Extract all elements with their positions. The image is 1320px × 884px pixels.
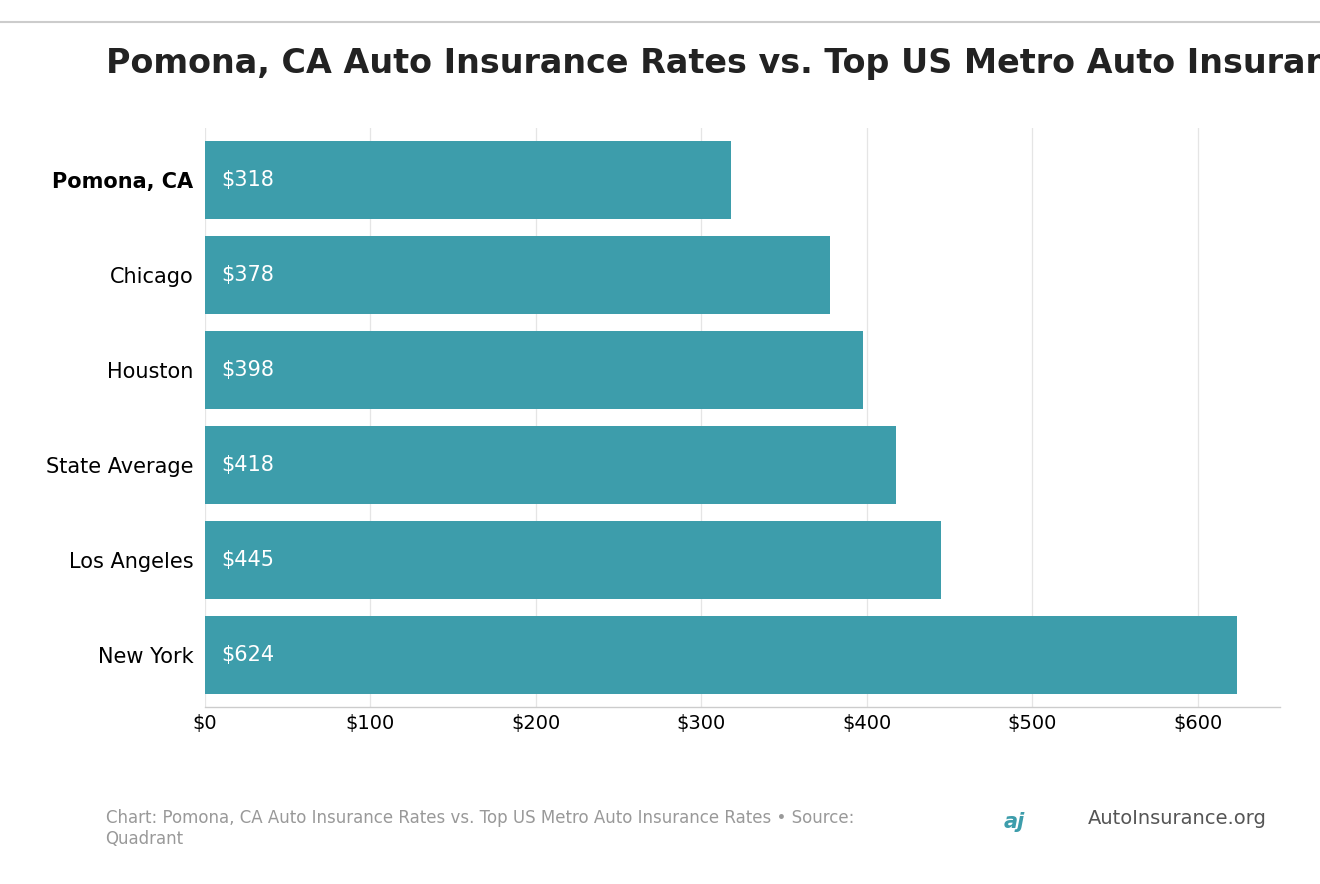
Text: $445: $445: [222, 550, 275, 570]
Text: Chart: Pomona, CA Auto Insurance Rates vs. Top US Metro Auto Insurance Rates • S: Chart: Pomona, CA Auto Insurance Rates v…: [106, 809, 854, 848]
Text: $378: $378: [222, 265, 275, 286]
Text: $624: $624: [222, 645, 275, 665]
Bar: [205, 616, 1237, 694]
Text: $398: $398: [222, 360, 275, 380]
Bar: [205, 522, 941, 599]
Bar: [205, 332, 863, 409]
Bar: [205, 141, 731, 219]
Bar: [205, 426, 896, 504]
Text: $318: $318: [222, 171, 275, 190]
Bar: [205, 236, 830, 314]
Text: Pomona, CA Auto Insurance Rates vs. Top US Metro Auto Insurance Rates: Pomona, CA Auto Insurance Rates vs. Top …: [106, 47, 1320, 80]
Text: AutoInsurance.org: AutoInsurance.org: [1088, 809, 1267, 827]
Text: aj: aj: [1003, 812, 1024, 832]
Text: $418: $418: [222, 455, 275, 476]
